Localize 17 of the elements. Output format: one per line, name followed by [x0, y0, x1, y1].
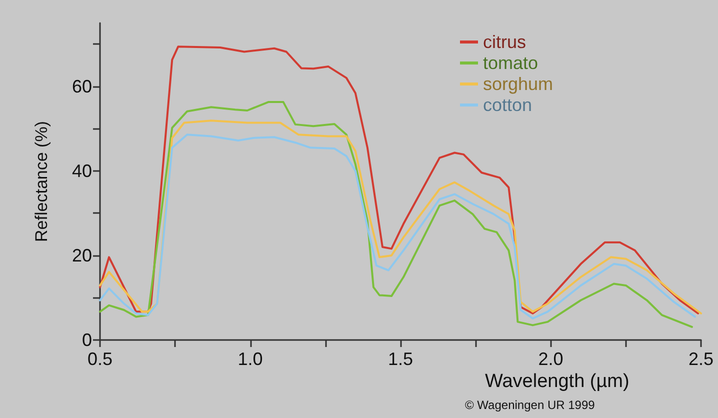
legend-label: tomato [483, 53, 538, 73]
x-tick-label: 2.5 [688, 349, 714, 369]
x-tick-label: 1.0 [238, 349, 263, 369]
legend-label: citrus [483, 32, 526, 52]
y-tick-label: 60 [72, 76, 92, 96]
x-tick-label: 1.5 [388, 349, 414, 369]
legend-label: sorghum [483, 74, 554, 94]
y-tick-label: 0 [82, 330, 92, 350]
y-axis-title: Reflectance (%) [32, 121, 51, 242]
legend-label: cotton [483, 95, 532, 115]
x-tick-label: 0.5 [87, 349, 113, 369]
x-tick-label: 2.0 [538, 349, 564, 369]
line-series [99, 101, 693, 328]
y-tick-label: 20 [72, 245, 92, 266]
x-axis-title: Wavelength (µm) [485, 371, 630, 392]
text: © Wageningen UR 1999 [465, 398, 596, 412]
y-tick-label: 40 [72, 160, 92, 181]
